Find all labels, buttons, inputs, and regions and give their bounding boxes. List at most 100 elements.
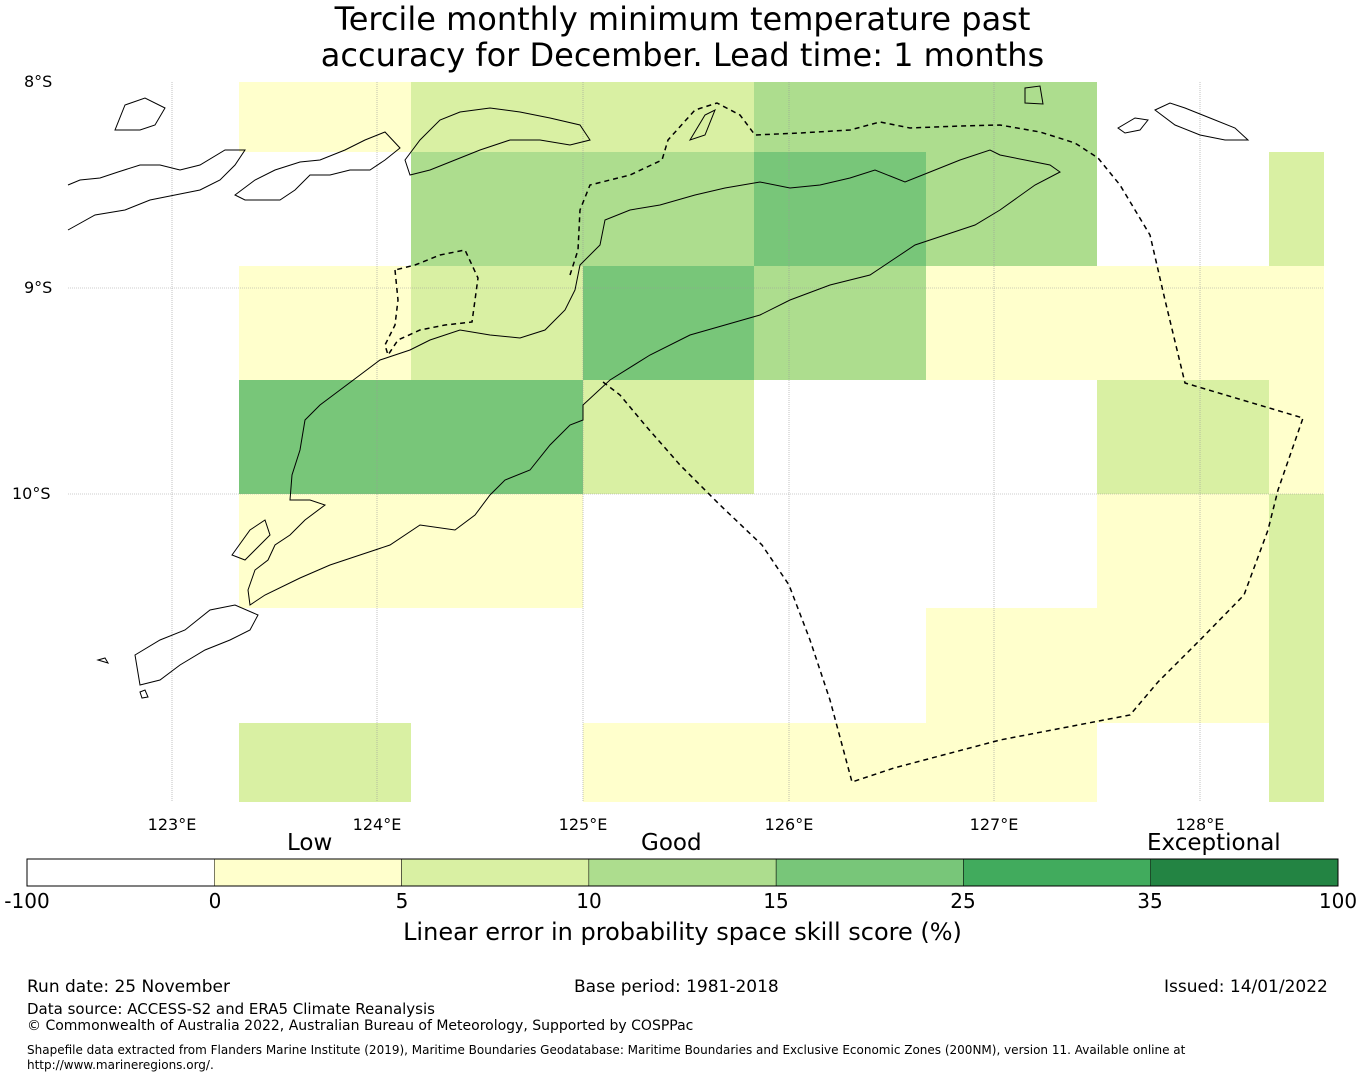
coastline-atauro [688,108,716,141]
skill-cell [926,152,1097,266]
skill-cell [239,266,411,380]
colorbar-tick: 15 [763,889,789,913]
skill-cell [583,608,754,723]
shapefile-note: Shapefile data extracted from Flanders M… [27,1043,1186,1072]
skill-cell [239,152,411,266]
category-good: Good [641,830,702,856]
coastline-sermata [1154,102,1250,141]
skill-cell [411,380,583,494]
skill-cell [411,494,583,608]
skill-cell [926,266,1097,380]
skill-cell [926,494,1097,608]
colorbar [26,858,1339,887]
coastline-timor [247,149,1061,606]
skill-cell [1269,608,1324,723]
skill-cell [68,494,239,608]
colorbar-segment [963,858,1151,887]
skill-cell [583,152,754,266]
colorbar-segment [588,858,777,887]
coastline-rote [134,604,259,686]
skill-cell [583,380,754,494]
skill-cell [239,494,411,608]
lat-label-9s: 9°S [24,278,53,297]
colorbar-tick: 100 [1318,889,1358,913]
run-date: Run date: 25 November [27,977,230,997]
skill-cell [1097,723,1269,802]
skill-cell [68,266,239,380]
colorbar-segment [1150,858,1339,887]
coastlines [67,85,1250,699]
colorbar-segment [775,858,964,887]
skill-cell [1097,152,1269,266]
coastline-flores [67,149,246,231]
skill-cell [1269,723,1324,802]
data-source: Data source: ACCESS-S2 and ERA5 Climate … [27,1000,435,1018]
colorbar-segment [214,858,402,887]
colorbar-segment [401,858,590,887]
skill-cell [754,82,926,152]
skill-cell [754,380,926,494]
skill-cell [68,152,239,266]
lon-label-123e: 123°E [147,815,197,834]
category-exceptional: Exceptional [1147,830,1281,856]
skill-cell [411,82,583,152]
coastline-wetar [404,107,591,176]
skill-cell [239,723,411,802]
lon-label-124e: 124°E [352,815,402,834]
colorbar-tick: 5 [395,889,409,913]
eez-boundaries [384,102,1304,783]
category-low: Low [287,830,333,856]
skill-cell [68,723,239,802]
lat-label-10s: 10°S [12,484,51,503]
base-period: Base period: 1981-2018 [574,977,779,997]
skill-cell [1269,82,1324,152]
skill-cell [754,266,926,380]
issued-date: Issued: 14/01/2022 [1164,977,1328,997]
colorbar-border [26,858,1339,887]
colorbar-tick: 10 [576,889,602,913]
skill-cell [1269,494,1324,608]
skill-cell [926,723,1097,802]
lat-label-8s: 8°S [24,72,53,91]
coastline-semau [231,519,271,561]
lon-label-126e: 126°E [764,815,814,834]
skill-cell [1097,380,1269,494]
skill-cell [411,608,583,723]
skill-cell [1097,266,1269,380]
skill-cell [239,380,411,494]
skill-cell [411,723,583,802]
skill-cell [68,608,239,723]
skill-grid [68,82,1324,802]
skill-cell [239,608,411,723]
eez-boundary-oecusse [384,249,479,357]
coastline-islet [139,689,149,699]
skill-cell [411,152,583,266]
copyright: © Commonwealth of Australia 2022, Austra… [27,1018,694,1034]
lon-label-125e: 125°E [558,815,608,834]
skill-cell [583,266,754,380]
eez-boundary-timor-leste [569,102,1304,783]
skill-cell [583,723,754,802]
skill-cell [1269,266,1324,380]
skill-cell [926,380,1097,494]
coastline-babar [1117,117,1149,134]
colorbar-tick: -100 [4,889,50,913]
skill-cell [1097,608,1269,723]
chart-title-line2: accuracy for December. Lead time: 1 mont… [320,36,1045,74]
skill-cell [754,494,926,608]
lon-label-127e: 127°E [969,815,1019,834]
coastline-kisar [1024,85,1044,105]
skill-cell [239,82,411,152]
coastline-alor [234,131,401,201]
coastline-north-island [114,97,166,131]
colorbar-segment [26,858,215,887]
colorbar-tick: 25 [950,889,976,913]
skill-cell [754,608,926,723]
skill-cell [1097,494,1269,608]
colorbar-label: Linear error in probability space skill … [403,918,962,946]
skill-cell [411,266,583,380]
colorbar-tick: 0 [208,889,222,913]
chart-title-line1: Tercile monthly minimum temperature past [334,0,1031,38]
colorbar-tick: 35 [1137,889,1163,913]
